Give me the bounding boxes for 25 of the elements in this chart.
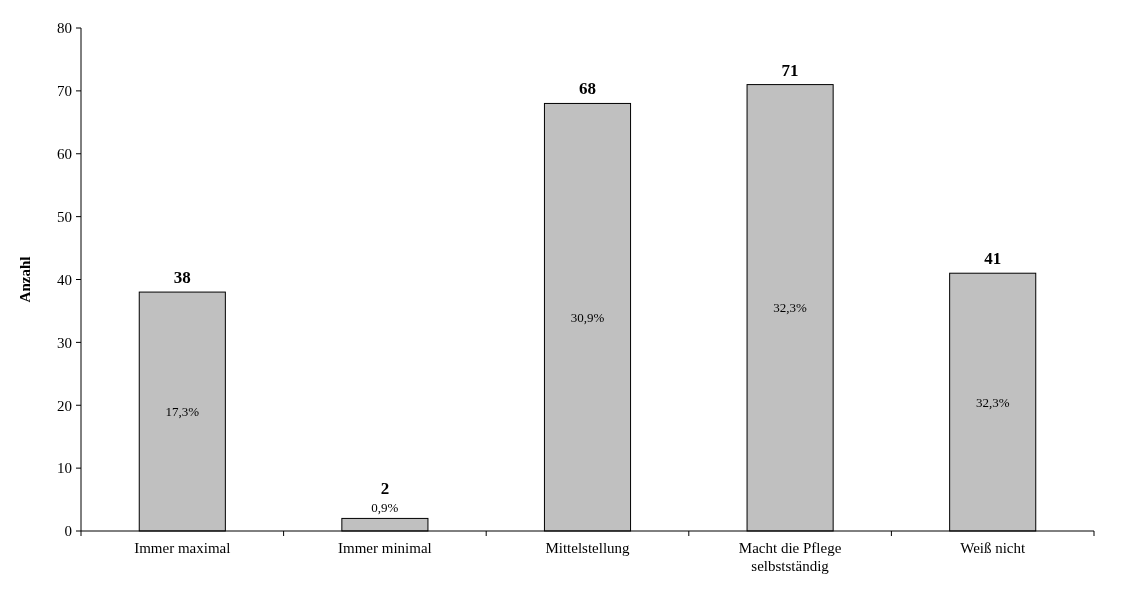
x-tick-label: Immer minimal — [338, 540, 432, 556]
x-tick-label: Mittelstellung — [545, 540, 631, 556]
data-label: 38 — [173, 268, 191, 288]
y-tick-label: 60 — [57, 146, 72, 162]
data-label: 41 — [984, 249, 1002, 269]
y-tick-label: 30 — [57, 334, 72, 351]
data-label: 68 — [579, 79, 596, 99]
x-tick-label: Weiß nicht — [960, 540, 1027, 556]
y-tick-label: 20 — [57, 397, 72, 414]
y-tick-label: 50 — [57, 208, 72, 225]
annotation: 17,3% — [165, 404, 200, 420]
y-tick-label: 80 — [57, 20, 72, 37]
y-tick-label: 70 — [57, 83, 72, 100]
y-axis-title: Anzahl — [17, 256, 33, 303]
y-tick-label: 0 — [64, 523, 72, 540]
data-label: 2 — [380, 479, 390, 499]
data-label: 71 — [781, 60, 799, 80]
x-tick-label: Immer maximal — [134, 540, 231, 556]
annotation: 32,3% — [773, 300, 808, 316]
y-tick-label: 10 — [57, 460, 72, 477]
annotation: 30,9% — [570, 309, 605, 325]
annotation: 0,9% — [371, 500, 399, 516]
y-tick-label: 40 — [57, 271, 72, 288]
annotation: 32,3% — [975, 394, 1010, 410]
x-tick-label: Macht die Pflege selbstständig — [738, 540, 842, 574]
